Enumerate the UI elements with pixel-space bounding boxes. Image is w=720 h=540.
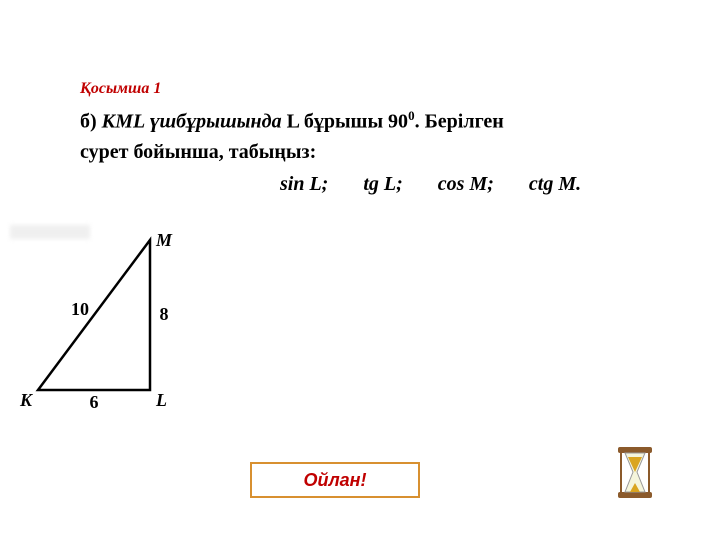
vertex-K: K [19, 390, 34, 410]
hourglass-icon [610, 445, 660, 500]
side-ML-label: 8 [160, 304, 169, 324]
triangle-diagram: M K L 10 8 6 [10, 225, 200, 415]
triangle-shape [38, 240, 150, 390]
problem-mid: L бұрышы 90 [282, 111, 408, 133]
supplement-heading: Қосымша 1 [80, 80, 640, 98]
think-button-label: Ойлан! [303, 470, 366, 491]
problem-statement: б) КМL үшбұрышында L бұрышы 900. Берілге… [80, 106, 640, 167]
formula-tg: tg L; [363, 173, 402, 195]
side-KL-label: 6 [90, 392, 99, 412]
formula-sin: sin L; [280, 173, 328, 195]
problem-triangle-name: КМL үшбұрышында [102, 111, 282, 133]
formulas-row: sin L; tg L; cos M; ctg M. [80, 173, 640, 196]
formula-cos: cos M; [438, 173, 494, 195]
vertex-M: M [155, 230, 173, 250]
hourglass-top-frame [618, 447, 652, 453]
vertex-L: L [155, 390, 167, 410]
problem-suffix: . Берілген [415, 111, 504, 133]
problem-line2: сурет бойынша, табыңыз: [80, 141, 316, 163]
think-button[interactable]: Ойлан! [250, 462, 420, 498]
side-KM-label: 10 [71, 299, 89, 319]
problem-prefix: б) [80, 111, 102, 133]
hourglass-bottom-frame [618, 492, 652, 498]
formula-ctg: ctg M. [529, 173, 581, 195]
